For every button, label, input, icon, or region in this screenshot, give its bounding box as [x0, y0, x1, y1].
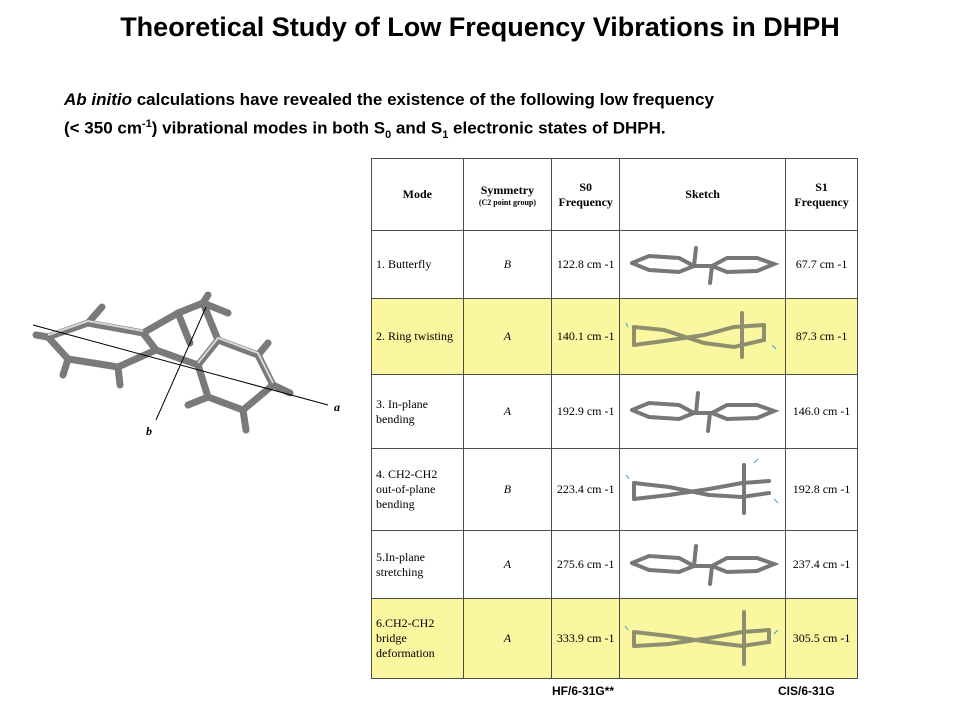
s0-frequency-cell: 140.1 cm -1 [551, 298, 621, 375]
s1-frequency-cell: 192.8 cm -1 [785, 448, 858, 531]
header-sketch: Sketch [619, 158, 787, 231]
sketch-cell [619, 598, 787, 679]
symmetry-cell: A [462, 530, 553, 599]
axis-b-label: b [146, 424, 152, 438]
table-row: 2. Ring twisting A 140.1 cm -1 87.3 cm -… [371, 298, 858, 375]
s0-frequency-cell: 275.6 cm -1 [551, 530, 621, 599]
vibration-modes-table: Mode Symmetry (C2 point group) S0 Frequenc… [371, 158, 858, 679]
in-plane-bending-sketch [629, 390, 780, 433]
mode-cell: 6.CH2-CH2 bridge deformation [371, 598, 464, 679]
s0-frequency-cell: 223.4 cm -1 [551, 448, 621, 531]
table-header-row: Mode Symmetry (C2 point group) S0 Frequenc… [371, 158, 858, 231]
in-plane-stretching-sketch [629, 543, 780, 586]
table-row: 1. Butterfly B 122.8 cm -1 67.7 cm -1 [371, 230, 858, 299]
slide-title: Theoretical Study of Low Frequency Vibra… [120, 12, 840, 42]
butterfly-sketch [629, 245, 780, 285]
sketch-cell [619, 374, 787, 449]
method-label-left: HF/6-31G** [552, 684, 615, 698]
table-row: 6.CH2-CH2 bridge deformation A 333.9 cm … [371, 598, 858, 679]
sketch-cell [619, 530, 787, 599]
dhph-molecule-illustration: a b [32, 291, 340, 438]
header-symmetry: Symmetry (C2 point group) [462, 158, 553, 231]
intro-paragraph: Ab initio calculations have revealed the… [64, 88, 924, 147]
s1-frequency-cell: 305.5 cm -1 [785, 598, 858, 679]
table-row: 5.In-plane stretching A 275.6 cm -1 237.… [371, 530, 858, 599]
mode-cell: 1. Butterfly [371, 230, 464, 299]
sketch-cell [619, 448, 787, 531]
header-mode: Mode [371, 158, 464, 231]
mode-cell: 5.In-plane stretching [371, 530, 464, 599]
intro-line-2: (< 350 cm-1) vibrational modes in both S… [64, 118, 666, 142]
ring-twisting-sketch [625, 310, 776, 359]
out-of-plane-bending-sketch [625, 458, 778, 515]
mode-cell: 3. In-plane bending [371, 374, 464, 449]
s1-frequency-cell: 237.4 cm -1 [785, 530, 858, 599]
table-row: 4. CH2-CH2 out-of-plane bending B 223.4 … [371, 448, 858, 531]
s1-frequency-cell: 146.0 cm -1 [785, 374, 858, 449]
symmetry-cell: B [462, 448, 553, 531]
axis-a-label: a [334, 400, 340, 414]
bridge-deformation-sketch [624, 609, 778, 666]
sketch-cell [619, 230, 787, 299]
symmetry-cell: A [462, 598, 553, 679]
header-s0: S0 Frequency [551, 158, 621, 231]
sketch-cell [619, 298, 787, 375]
mode-cell: 4. CH2-CH2 out-of-plane bending [371, 448, 464, 531]
symmetry-cell: A [462, 374, 553, 449]
symmetry-cell: B [462, 230, 553, 299]
s0-frequency-cell: 192.9 cm -1 [551, 374, 621, 449]
method-label-right: CIS/6-31G [778, 684, 835, 698]
symmetry-cell: A [462, 298, 553, 375]
s1-frequency-cell: 87.3 cm -1 [785, 298, 858, 375]
s1-frequency-cell: 67.7 cm -1 [785, 230, 858, 299]
header-s1: S1 Frequency [785, 158, 858, 231]
s0-frequency-cell: 122.8 cm -1 [551, 230, 621, 299]
table-row: 3. In-plane bending A 192.9 cm -1 146.0 … [371, 374, 858, 449]
mode-cell: 2. Ring twisting [371, 298, 464, 375]
s0-frequency-cell: 333.9 cm -1 [551, 598, 621, 679]
intro-line-1: Ab initio calculations have revealed the… [64, 90, 714, 109]
